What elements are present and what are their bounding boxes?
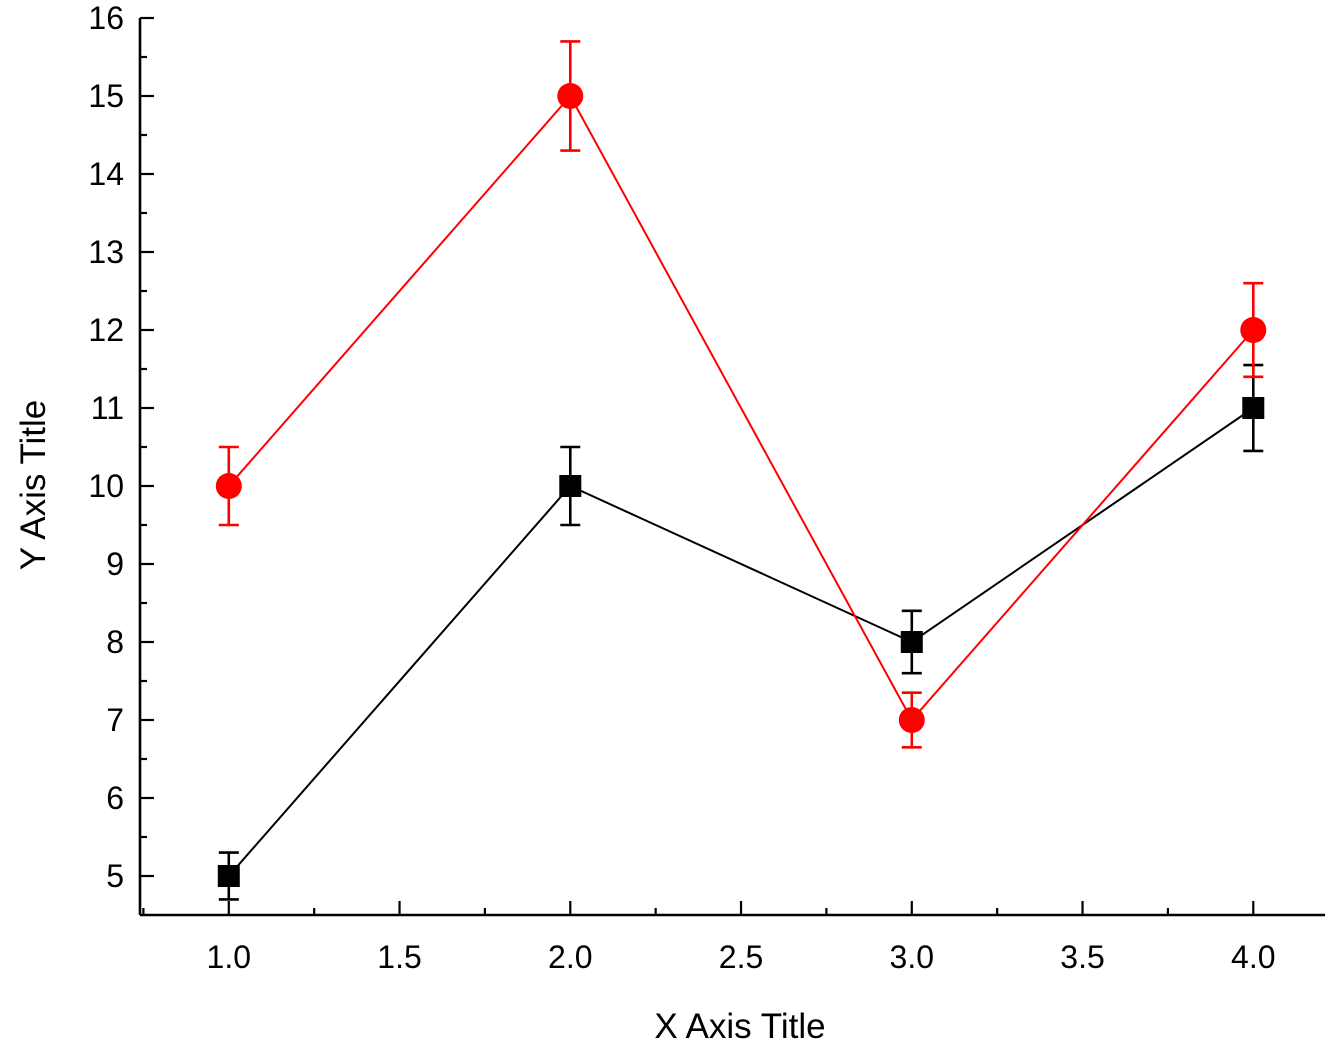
square-marker xyxy=(900,631,923,653)
circle-marker xyxy=(215,473,242,499)
ticks xyxy=(140,16,1255,915)
series-red-circles xyxy=(215,40,1267,749)
circle-marker xyxy=(1240,317,1267,343)
x-tick-label: 2.5 xyxy=(719,939,763,975)
series-line xyxy=(228,407,1254,877)
x-tick-label: 3.5 xyxy=(1060,939,1104,975)
y-tick-label: 12 xyxy=(88,312,124,348)
y-axis-title: Y Axis Title xyxy=(14,400,53,571)
y-tick-label: 15 xyxy=(88,78,124,114)
y-tick-label: 9 xyxy=(106,546,124,582)
square-marker xyxy=(559,475,582,497)
y-tick-label: 7 xyxy=(106,702,124,738)
y-tick-label: 13 xyxy=(88,234,124,270)
series-line xyxy=(228,94,1255,722)
y-tick-label: 5 xyxy=(106,858,124,894)
square-marker xyxy=(217,865,240,887)
x-axis-title: X Axis Title xyxy=(654,1007,825,1046)
circle-marker xyxy=(898,707,925,733)
y-tick-label: 8 xyxy=(106,624,124,660)
axes xyxy=(138,18,1325,917)
x-tick-label: 1.0 xyxy=(207,939,251,975)
square-marker xyxy=(1242,397,1265,419)
circle-marker xyxy=(557,83,584,109)
tick-labels: 1.0 1.5 2.0 2.5 3.0 3.5 4.0 5 6 7 8 9 10 11 12 13 14 15 16 xyxy=(88,0,1275,975)
x-tick-label: 3.0 xyxy=(890,939,934,975)
y-tick-label: 16 xyxy=(88,0,124,36)
x-tick-label: 4.0 xyxy=(1231,939,1275,975)
y-tick-label: 11 xyxy=(91,390,124,426)
series-black-squares xyxy=(217,363,1265,901)
y-tick-label: 10 xyxy=(88,468,124,504)
y-tick-label: 14 xyxy=(88,156,124,192)
x-tick-label: 2.0 xyxy=(548,939,592,975)
y-tick-label: 6 xyxy=(106,780,124,816)
x-tick-label: 1.5 xyxy=(377,939,421,975)
